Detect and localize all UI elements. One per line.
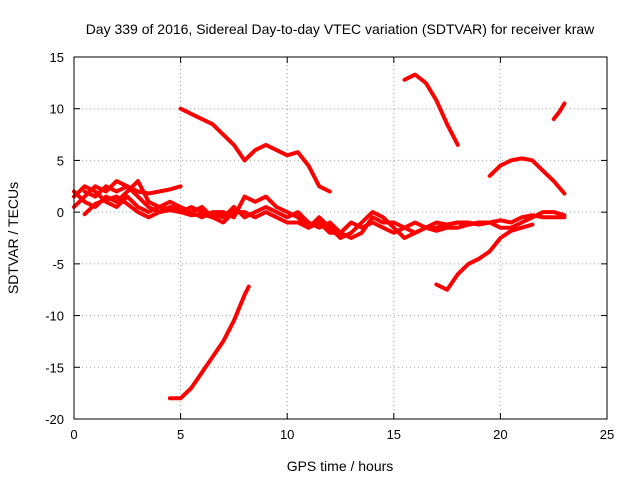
x-tick-label: 25 — [600, 427, 614, 442]
series-line-s11 — [551, 101, 567, 122]
y-tick-label: 10 — [50, 102, 64, 117]
series-line-s4 — [82, 184, 183, 199]
y-tick-label: 5 — [57, 153, 64, 168]
chart-title: Day 339 of 2016, Sidereal Day-to-day VTE… — [86, 21, 595, 37]
x-tick-label: 0 — [70, 427, 77, 442]
y-tick-label: -15 — [45, 360, 64, 375]
series-line-s2 — [72, 179, 567, 240]
series-layer — [72, 72, 567, 401]
x-axis-label: GPS time / hours — [287, 458, 394, 474]
series-line-s8 — [402, 72, 460, 147]
series-line-s6 — [178, 106, 332, 194]
y-tick-label: -20 — [45, 412, 64, 427]
plot-border — [73, 56, 608, 420]
x-tick-label: 20 — [493, 427, 507, 442]
x-tick-label: 5 — [177, 427, 184, 442]
series-line-s3 — [72, 179, 482, 235]
series-line-s5 — [82, 194, 236, 220]
series-line-s9 — [434, 222, 535, 292]
y-tick-label: 0 — [57, 205, 64, 220]
x-tick-label: 10 — [280, 427, 294, 442]
ticks: 0 5 10 15 20 25 -20 -15 -10 -5 0 5 10 15 — [45, 50, 614, 442]
series-line-s10 — [487, 156, 567, 196]
y-tick-label: 15 — [50, 50, 64, 65]
y-tick-label: -10 — [45, 309, 64, 324]
y-axis-label: SDTVAR / TECUs — [5, 182, 21, 294]
y-tick-label: -5 — [52, 257, 64, 272]
grid — [74, 57, 607, 419]
series-line-s7 — [167, 284, 251, 401]
x-tick-label: 15 — [387, 427, 401, 442]
